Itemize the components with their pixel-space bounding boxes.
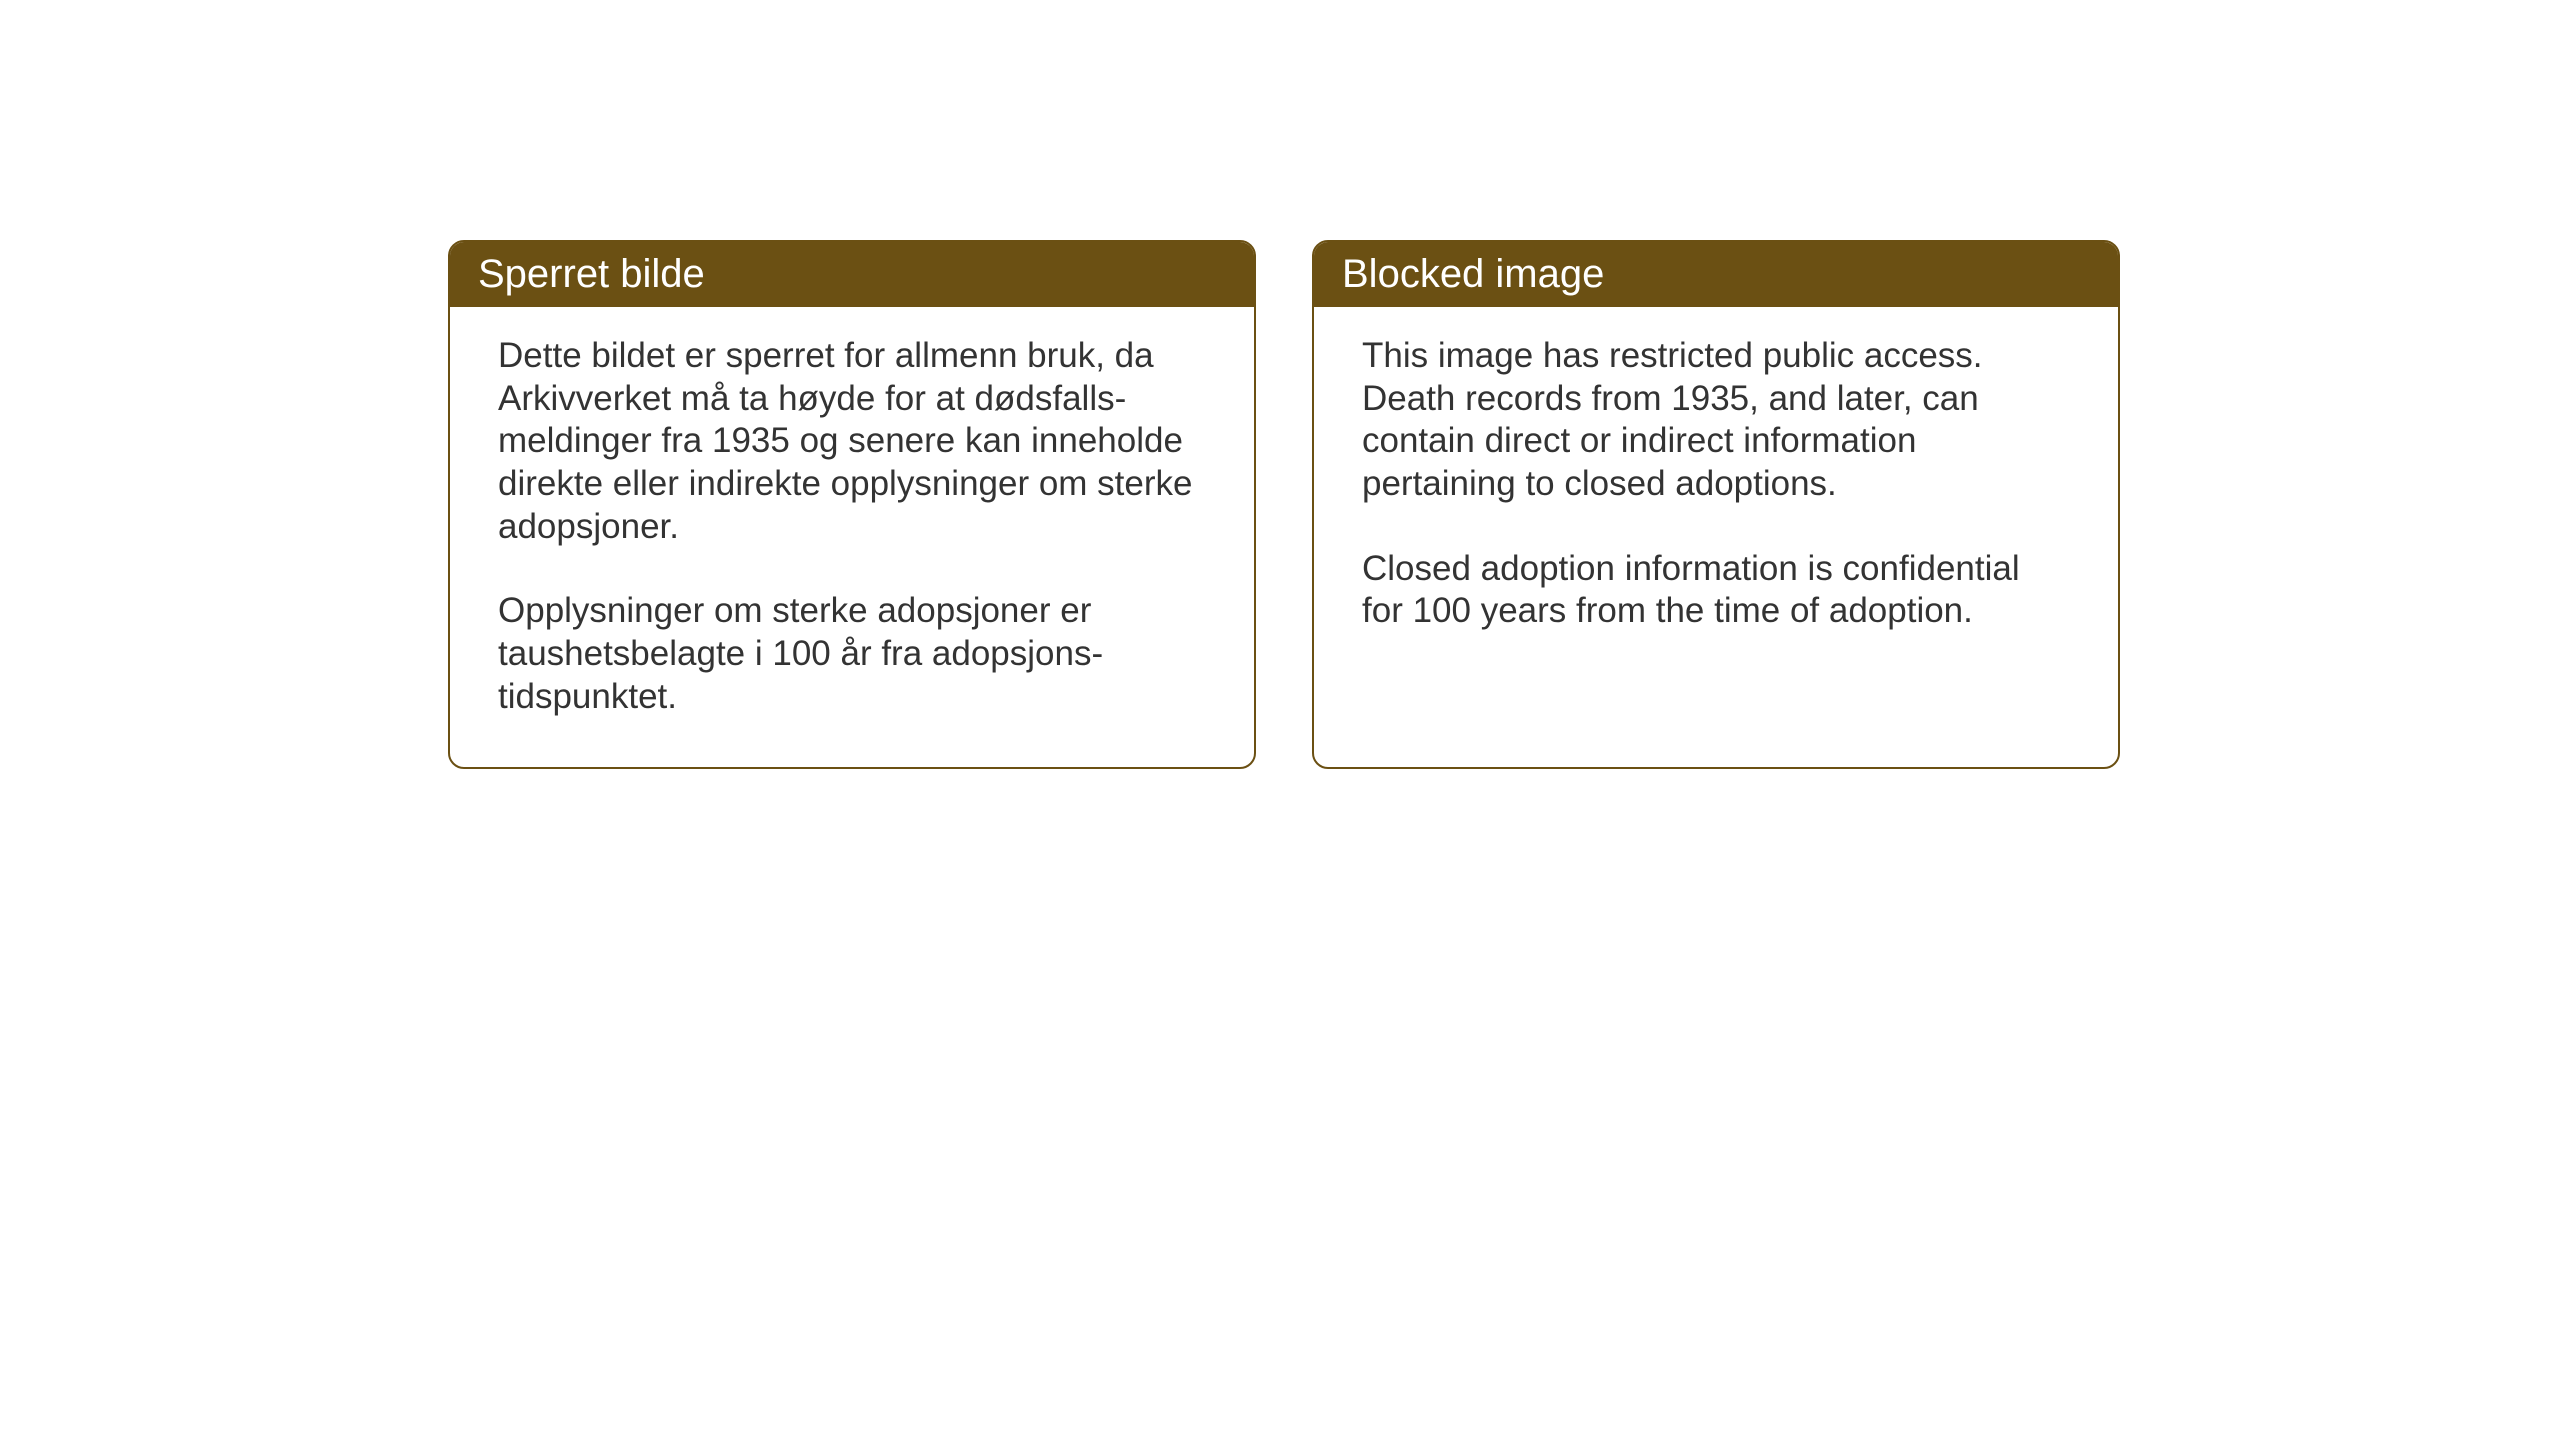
norwegian-card-body: Dette bildet er sperret for allmenn bruk… — [450, 307, 1254, 767]
english-card-body: This image has restricted public access.… — [1314, 307, 2118, 681]
english-notice-card: Blocked image This image has restricted … — [1312, 240, 2120, 769]
norwegian-card-title: Sperret bilde — [450, 242, 1254, 307]
norwegian-paragraph-1: Dette bildet er sperret for allmenn bruk… — [498, 335, 1206, 548]
notice-cards-container: Sperret bilde Dette bildet er sperret fo… — [448, 240, 2120, 769]
norwegian-paragraph-2: Opplysninger om sterke adopsjoner er tau… — [498, 590, 1206, 718]
norwegian-notice-card: Sperret bilde Dette bildet er sperret fo… — [448, 240, 1256, 769]
english-paragraph-1: This image has restricted public access.… — [1362, 335, 2070, 506]
english-card-title: Blocked image — [1314, 242, 2118, 307]
english-paragraph-2: Closed adoption information is confident… — [1362, 548, 2070, 633]
